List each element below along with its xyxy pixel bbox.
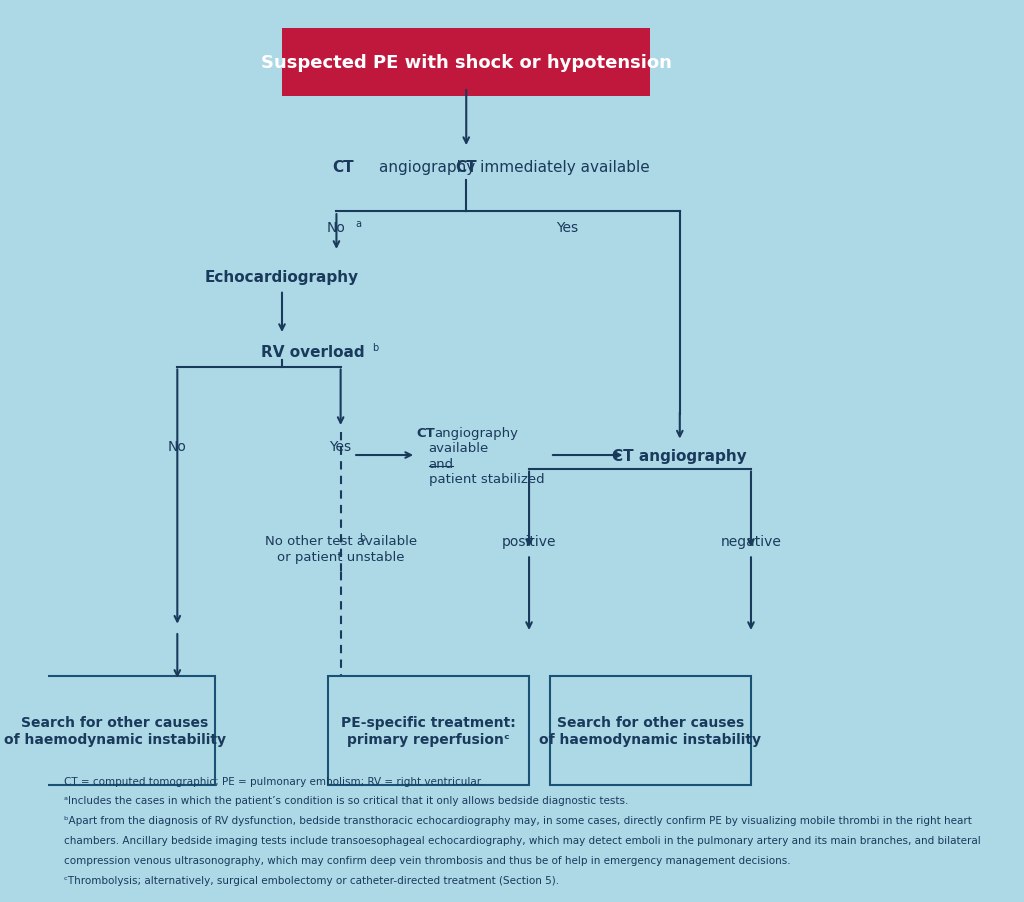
Text: Yes: Yes (330, 439, 351, 454)
Text: ᵇApart from the diagnosis of RV dysfunction, bedside transthoracic echocardiogra: ᵇApart from the diagnosis of RV dysfunct… (65, 815, 972, 825)
Text: Search for other causes
of haemodynamic instability: Search for other causes of haemodynamic … (540, 715, 762, 746)
Text: No: No (168, 439, 186, 454)
Text: Suspected PE with shock or hypotension: Suspected PE with shock or hypotension (261, 54, 672, 72)
Text: ᵃIncludes the cases in which the patient’s condition is so critical that it only: ᵃIncludes the cases in which the patient… (65, 796, 629, 805)
Text: available: available (429, 442, 488, 455)
Text: or patient unstable: or patient unstable (276, 550, 404, 563)
FancyBboxPatch shape (282, 29, 650, 97)
Text: PE-specific treatment:
primary reperfusionᶜ: PE-specific treatment: primary reperfusi… (341, 715, 516, 746)
Text: b: b (359, 532, 366, 543)
Text: compression venous ultrasonography, which may confirm deep vein thrombosis and t: compression venous ultrasonography, whic… (65, 855, 791, 865)
Text: angiography: angiography (434, 427, 518, 439)
FancyBboxPatch shape (14, 676, 215, 785)
Text: patient stabilized: patient stabilized (429, 473, 544, 485)
Text: a: a (355, 218, 361, 229)
Text: and: and (429, 457, 454, 470)
Text: RV overload: RV overload (261, 345, 365, 359)
Text: Search for other causes
of haemodynamic instability: Search for other causes of haemodynamic … (3, 715, 225, 746)
Text: CT: CT (456, 160, 477, 174)
Text: ᶜThrombolysis; alternatively, surgical embolectomy or catheter-directed treatmen: ᶜThrombolysis; alternatively, surgical e… (65, 875, 559, 885)
Text: No: No (327, 220, 346, 235)
Text: Echocardiography: Echocardiography (205, 270, 359, 284)
Text: No other test available: No other test available (264, 535, 417, 548)
Text: CT: CT (332, 160, 354, 174)
Text: Yes: Yes (556, 220, 578, 235)
Text: CT = computed tomographic; PE = pulmonary embolism; RV = right ventricular.: CT = computed tomographic; PE = pulmonar… (65, 776, 483, 786)
Text: positive: positive (502, 534, 556, 548)
FancyBboxPatch shape (328, 676, 529, 785)
Text: negative: negative (721, 534, 781, 548)
Text: CT: CT (416, 427, 435, 439)
Text: CT angiography: CT angiography (612, 448, 748, 463)
Text: chambers. Ancillary bedside imaging tests include transoesophageal echocardiogra: chambers. Ancillary bedside imaging test… (65, 835, 981, 845)
Text: angiography immediately available: angiography immediately available (379, 160, 650, 174)
Text: b: b (373, 342, 379, 353)
FancyBboxPatch shape (550, 676, 751, 785)
